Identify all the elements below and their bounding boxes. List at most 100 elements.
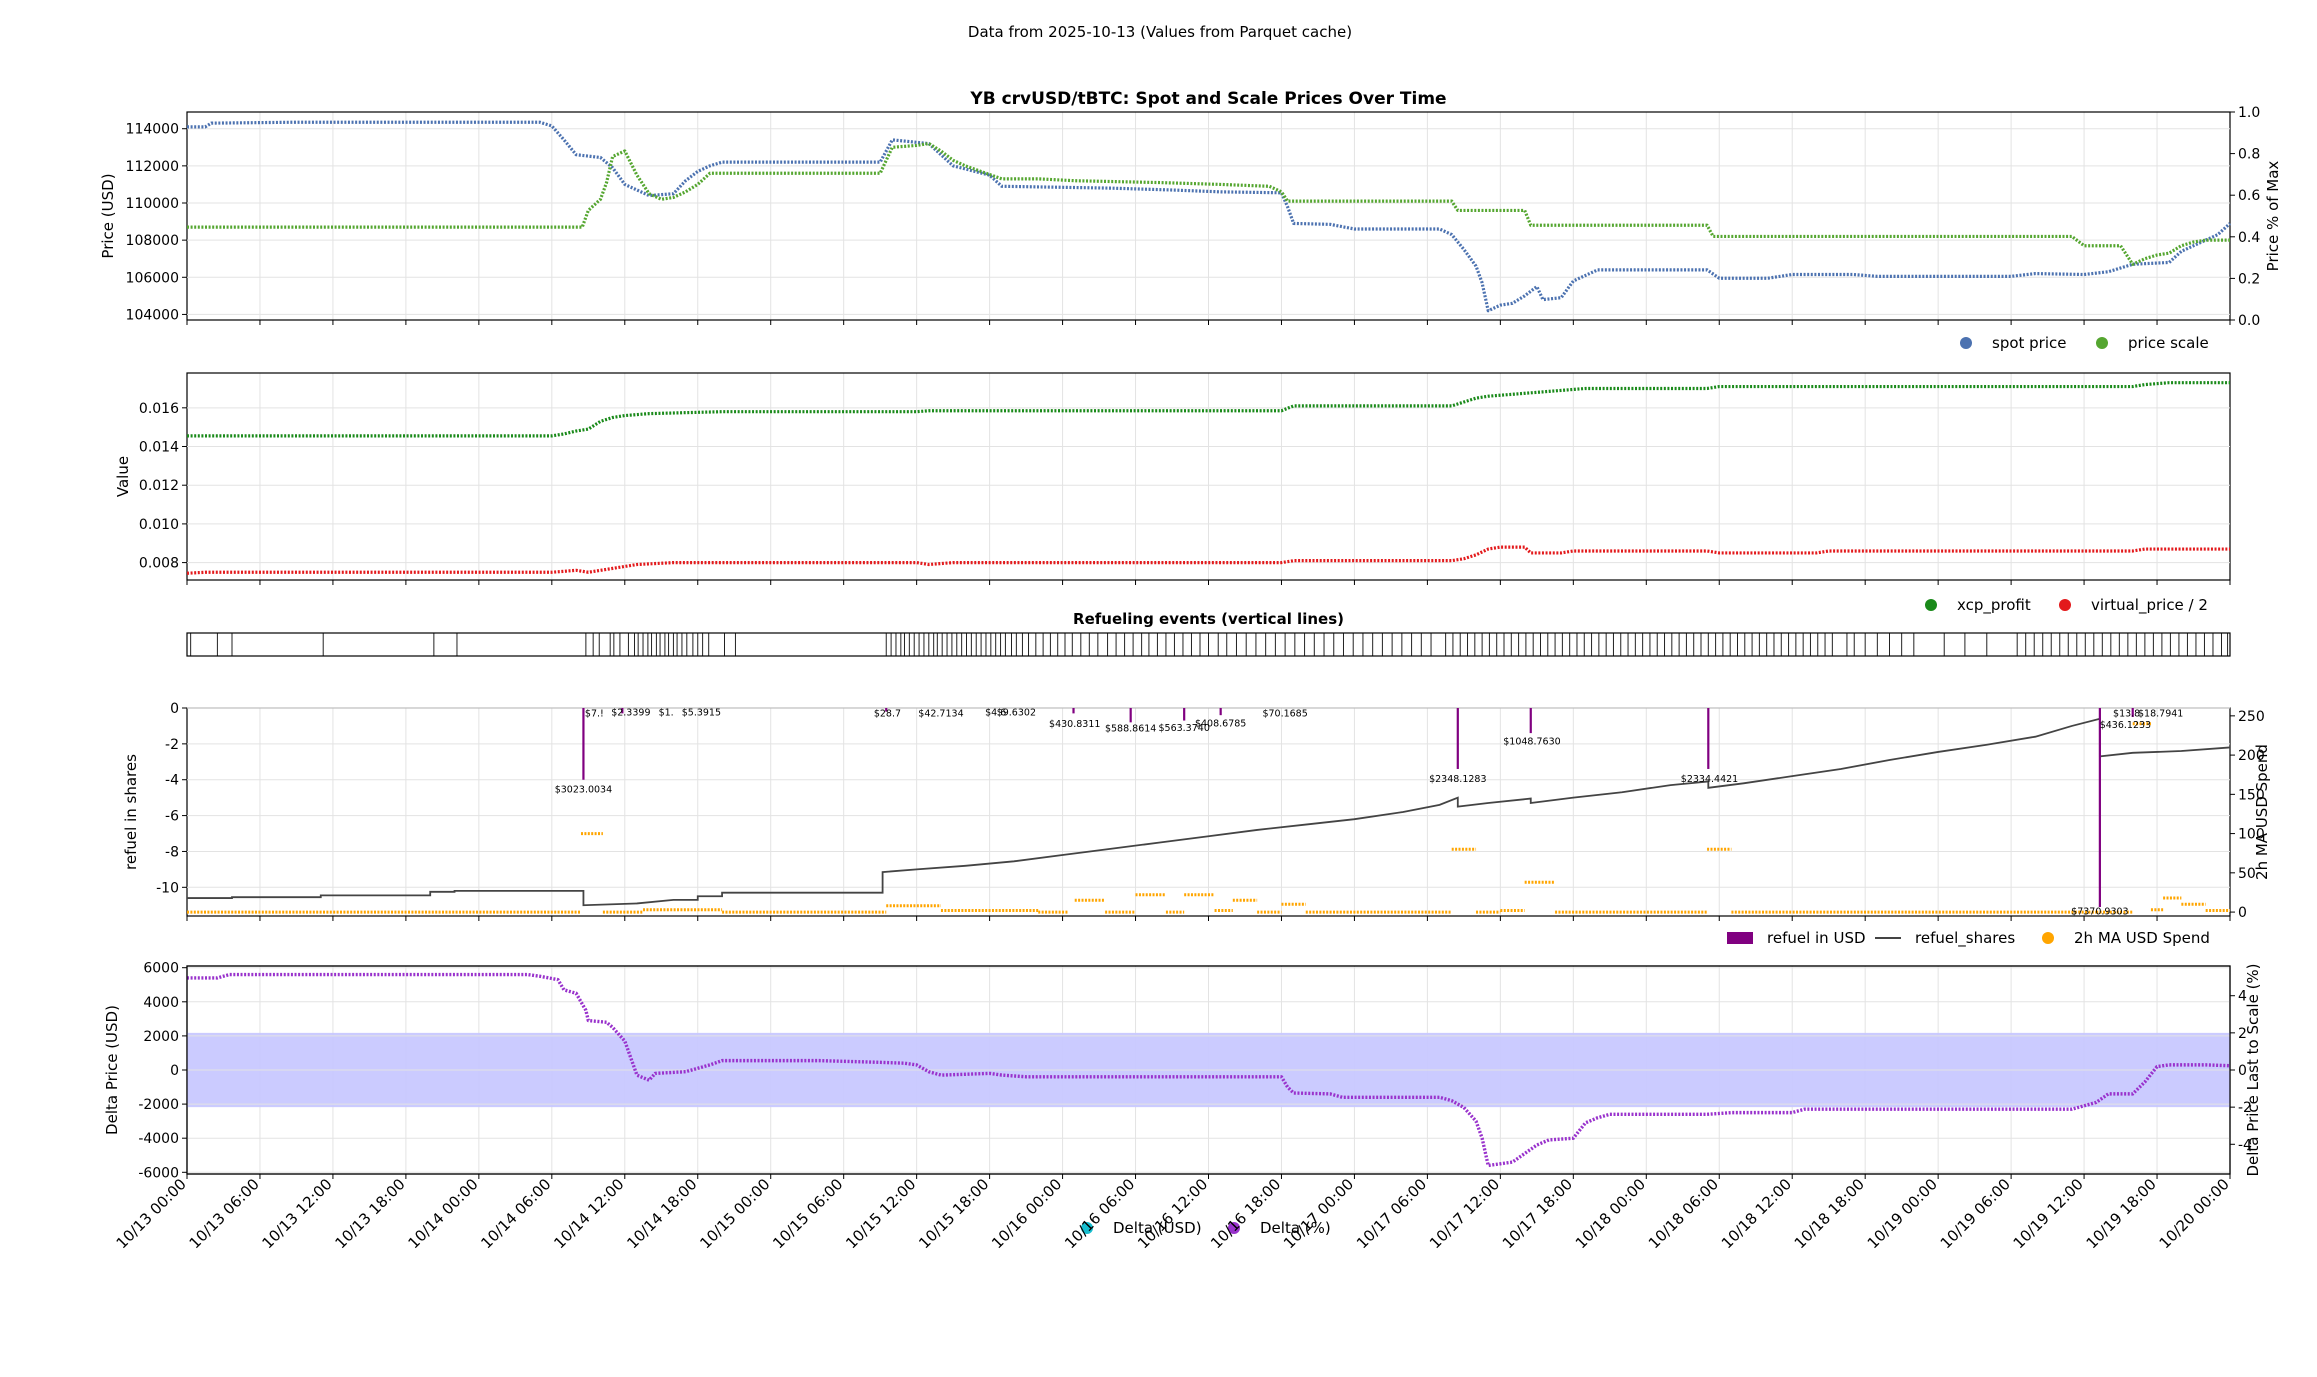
x-tick-label-15: 10/16 18:00 bbox=[1207, 1175, 1284, 1252]
value-series-0-line bbox=[187, 381, 2230, 438]
delta-ytick-label-3: 0 bbox=[170, 1063, 179, 1079]
refuel-usd-label: $70.1685 bbox=[1262, 708, 1307, 719]
x-tick-label-8: 10/15 00:00 bbox=[696, 1175, 773, 1252]
x-tick-label-3: 10/13 18:00 bbox=[331, 1175, 408, 1252]
x-tick-label-7: 10/14 18:00 bbox=[623, 1175, 700, 1252]
x-tick-label-21: 10/18 06:00 bbox=[1645, 1175, 1722, 1252]
x-tick-label-12: 10/16 00:00 bbox=[988, 1175, 1065, 1252]
x-tick-label-0: 10/13 00:00 bbox=[113, 1175, 190, 1252]
price-y2tick-label-5: 1.0 bbox=[2238, 105, 2260, 121]
legend-price-scale-marker bbox=[2096, 337, 2108, 349]
legend-spot-price-marker bbox=[1960, 337, 1972, 349]
legend-delta-usd-label: Delta (USD) bbox=[1113, 1219, 1202, 1237]
legend-delta-pct-label: Delta (%) bbox=[1260, 1219, 1331, 1237]
legend-xcp-profit-label: xcp_profit bbox=[1957, 596, 2031, 615]
refuel-ylabel: refuel in shares bbox=[122, 754, 140, 870]
x-tick-label-9: 10/15 06:00 bbox=[769, 1175, 846, 1252]
delta-ytick-label-2: 2000 bbox=[143, 1029, 179, 1045]
x-tick-label-27: 10/19 18:00 bbox=[2083, 1175, 2160, 1252]
price-ytick-label-0: 104000 bbox=[126, 307, 179, 323]
delta-ylabel: Delta Price (USD) bbox=[103, 1005, 121, 1135]
x-tick-label-13: 10/16 06:00 bbox=[1061, 1175, 1138, 1252]
x-tick-label-10: 10/15 12:00 bbox=[842, 1175, 919, 1252]
refuel-ytick-label-5: -10 bbox=[156, 880, 179, 896]
refuel-usd-label: $9.6302 bbox=[997, 708, 1036, 719]
legend-delta-pct-marker bbox=[1228, 1222, 1240, 1234]
delta-y2tick-label-0: 4 bbox=[2238, 989, 2247, 1005]
value-ytick-label-0: 0.008 bbox=[139, 556, 179, 572]
refuel-y2label: 2h MA USD Spend bbox=[2253, 744, 2271, 880]
refuel-usd-label: $18.7941 bbox=[2138, 708, 2183, 719]
x-tick-label-24: 10/19 00:00 bbox=[1864, 1175, 1941, 1252]
refuel-y2tick-label-0: 0 bbox=[2238, 905, 2247, 921]
refuel-usd-label: $2.3399 bbox=[611, 708, 650, 719]
legend-delta-usd-marker bbox=[1081, 1222, 1093, 1234]
refuel-usd-label: $563.3740 bbox=[1158, 723, 1209, 734]
figure-suptitle: Data from 2025-10-13 (Values from Parque… bbox=[968, 23, 1352, 41]
xcp-profit-plot: 0.008 0.010 0.012 0.014 0.016 Value xcp_profit… bbox=[114, 372, 2231, 615]
refuel-usd-label: $436.1233 bbox=[2100, 720, 2151, 731]
x-tick-label-18: 10/17 12:00 bbox=[1426, 1175, 1503, 1252]
legend-spot-price-label: spot price bbox=[1992, 334, 2067, 352]
x-tick-label-2: 10/13 12:00 bbox=[259, 1175, 336, 1252]
x-tick-label-22: 10/18 12:00 bbox=[1718, 1175, 1795, 1252]
legend-ma-spend-marker bbox=[2042, 932, 2054, 944]
x-tick-label-6: 10/14 12:00 bbox=[550, 1175, 627, 1252]
delta-ytick-label-6: -6000 bbox=[138, 1165, 179, 1181]
refuel-ytick-label-0: 0 bbox=[170, 701, 179, 717]
delta-y2tick-label-1: 2 bbox=[2238, 1026, 2247, 1042]
refuel-usd-label: $2348.1283 bbox=[1429, 774, 1486, 785]
delta-ytick-label-5: -4000 bbox=[138, 1131, 179, 1147]
delta-pct-line bbox=[187, 972, 2231, 1168]
refuel-usd-label: $4.6 bbox=[985, 708, 1006, 719]
price-ytick-label-1: 106000 bbox=[126, 270, 179, 286]
x-tick-label-23: 10/18 18:00 bbox=[1791, 1175, 1868, 1252]
x-tick-label-28: 10/20 00:00 bbox=[2156, 1175, 2233, 1252]
refueling-events-strip: Refueling events (vertical lines) bbox=[186, 610, 2231, 657]
x-tick-label-26: 10/19 12:00 bbox=[2010, 1175, 2087, 1252]
value-ytick-label-2: 0.012 bbox=[139, 478, 179, 494]
refuel-usd-label: $588.8614 bbox=[1105, 724, 1156, 735]
refuel-usd-label: $7370.9303 bbox=[2071, 907, 2128, 918]
refuel-y2tick-label-4: 200 bbox=[2238, 748, 2265, 764]
price-y2tick-label-2: 0.4 bbox=[2238, 230, 2260, 246]
delta-y2tick-label-2: 0 bbox=[2238, 1063, 2247, 1079]
value-ytick-label-4: 0.016 bbox=[139, 401, 179, 417]
x-tick-label-17: 10/17 06:00 bbox=[1353, 1175, 1430, 1252]
delta-ytick-label-4: -2000 bbox=[138, 1097, 179, 1113]
x-tick-label-5: 10/14 06:00 bbox=[477, 1175, 554, 1252]
legend-ma-spend-label: 2h MA USD Spend bbox=[2074, 929, 2210, 947]
price-y2tick-label-3: 0.6 bbox=[2238, 188, 2260, 204]
legend-xcp-profit-marker bbox=[1925, 599, 1937, 611]
events-frame bbox=[186, 632, 2231, 657]
value-ylabel: Value bbox=[114, 456, 132, 497]
refuel-usd-label: $28.7 bbox=[874, 708, 901, 719]
refuel-shares-plot: 0 -2 -4 -6 -8 -10 0 50 100 150 200 250 refuel in sha… bbox=[122, 701, 2271, 948]
price-y2tick-label-0: 0.0 bbox=[2238, 313, 2260, 329]
refuel-usd-label: $2334.4421 bbox=[1681, 774, 1738, 785]
delta-y2tick-label-3: -2 bbox=[2238, 1100, 2252, 1116]
refuel-y2tick-label-1: 50 bbox=[2238, 866, 2256, 882]
price-series-0-line bbox=[187, 120, 2232, 313]
value-series-1-line bbox=[186, 545, 2230, 575]
events-title: Refueling events (vertical lines) bbox=[1073, 610, 1344, 628]
price-y2tick-label-1: 0.2 bbox=[2238, 271, 2260, 287]
refuel-ytick-label-4: -8 bbox=[165, 844, 179, 860]
price-plot: 104000 106000 108000 110000 112000 114000 0.0 0… bbox=[99, 89, 2282, 352]
price-series-1-line bbox=[187, 141, 2230, 266]
price-y2label: Price % of Max bbox=[2264, 161, 2282, 272]
refuel-y2tick-label-5: 250 bbox=[2238, 709, 2265, 725]
x-tick-label-4: 10/14 00:00 bbox=[404, 1175, 481, 1252]
refuel-ytick-label-3: -6 bbox=[165, 809, 179, 825]
delta-frame-top bbox=[186, 965, 2231, 1175]
refuel-usd-label: $13.8 bbox=[2113, 708, 2140, 719]
price-ytick-label-3: 110000 bbox=[126, 196, 179, 212]
delta-y2tick-label-4: -4 bbox=[2238, 1137, 2252, 1153]
x-tick-label-11: 10/15 18:00 bbox=[915, 1175, 992, 1252]
x-tick-label-14: 10/16 12:00 bbox=[1134, 1175, 1211, 1252]
legend-price-scale-label: price scale bbox=[2128, 334, 2209, 352]
price-ylabel: Price (USD) bbox=[99, 173, 117, 258]
delta-price-plot: 6000400020000-2000-4000-6000420-2-4Delta… bbox=[103, 961, 2262, 1237]
